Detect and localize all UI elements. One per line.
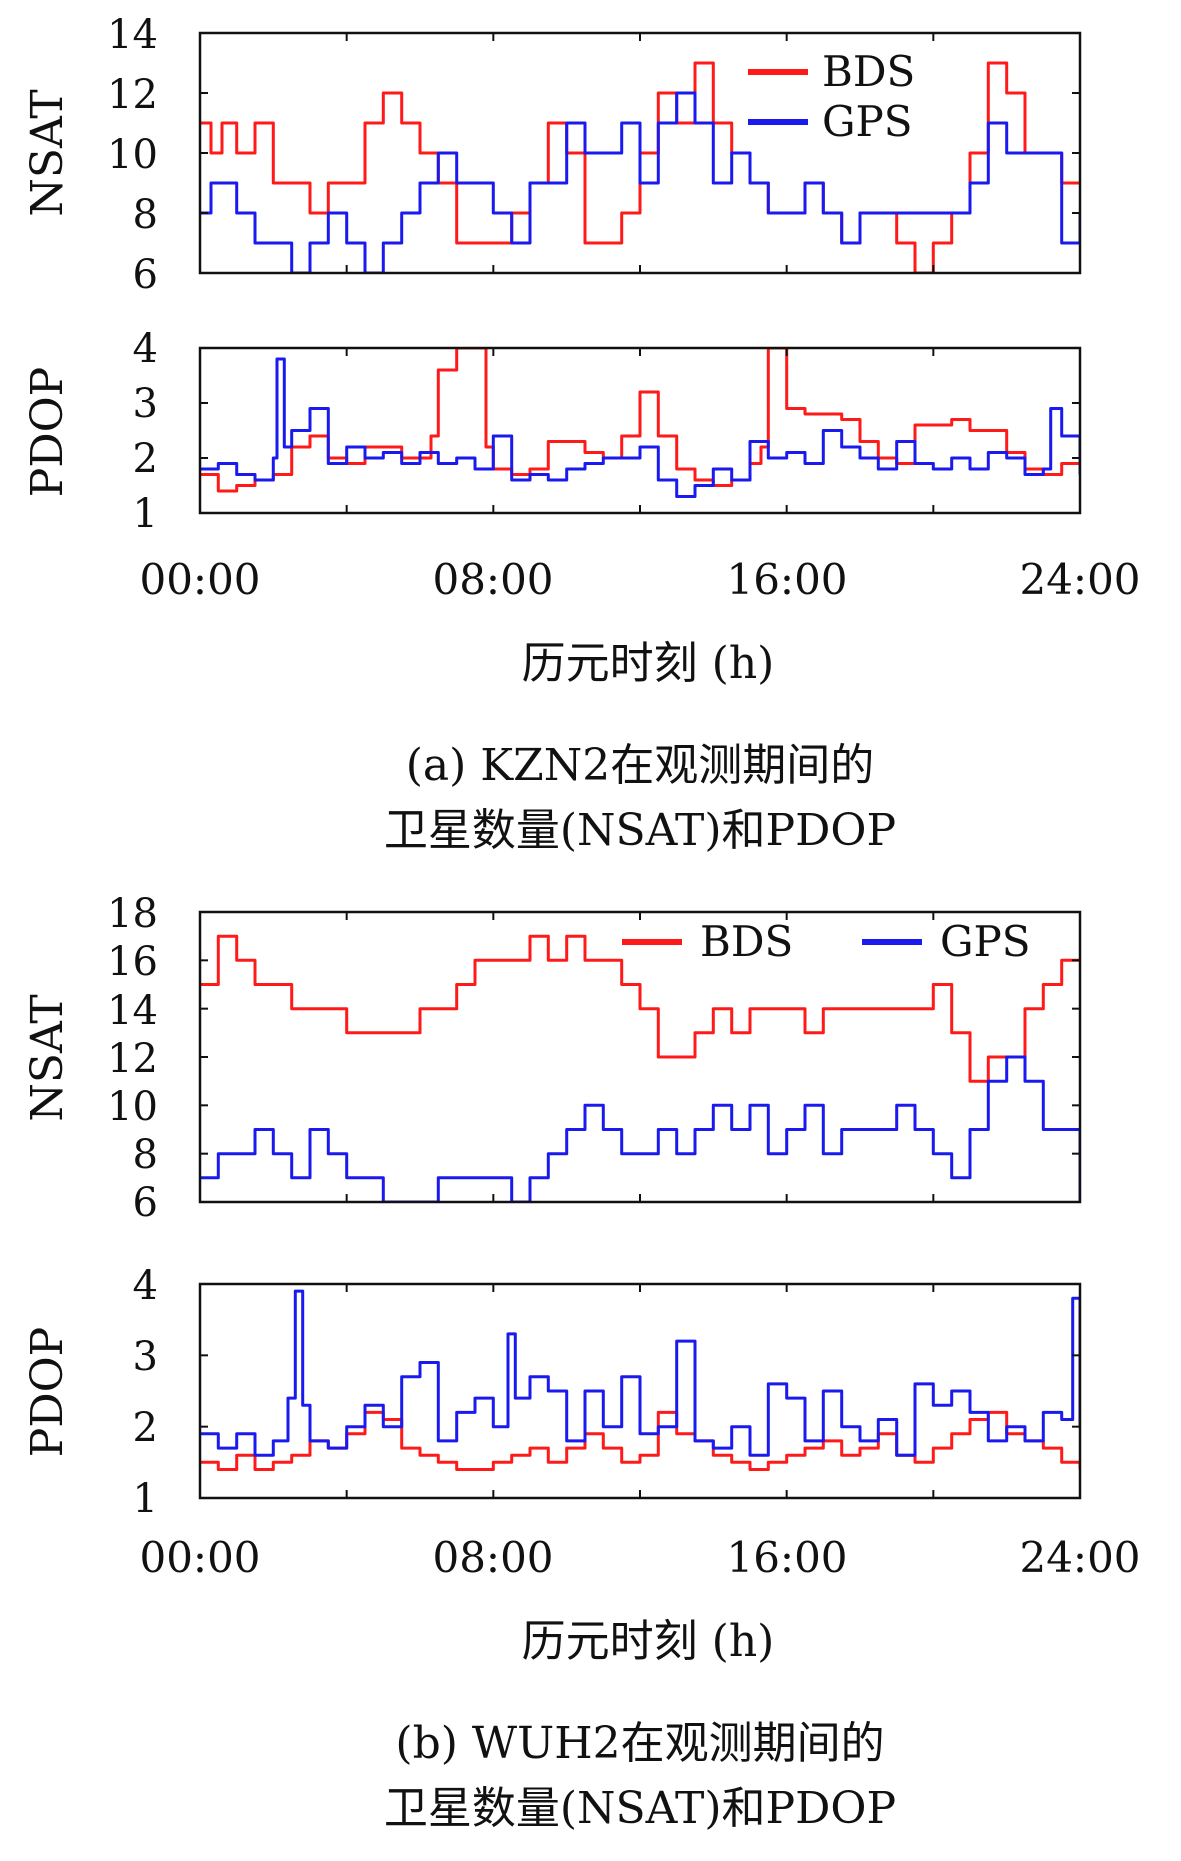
series-line-gps xyxy=(200,1055,1080,1202)
y-tick-label: 10 xyxy=(107,1084,158,1130)
series-line-gps xyxy=(200,91,1080,273)
y-tick-label: 8 xyxy=(133,1132,158,1178)
y-tick-label: 6 xyxy=(133,1180,158,1226)
y-tick-label: 10 xyxy=(107,132,158,178)
caption-line-2: 卫星数量(NSAT)和PDOP xyxy=(384,805,896,856)
y-tick-label: 14 xyxy=(107,12,158,58)
x-tick-label: 24:00 xyxy=(1019,1533,1140,1582)
y-tick-label: 1 xyxy=(133,1476,158,1522)
y-tick-label: 12 xyxy=(107,72,158,118)
panel-b: NSAT 6 8 10 12 14 16 18 BDS GPS PDOP 1 2… xyxy=(22,891,1141,1834)
chart-b-nsat: NSAT 6 8 10 12 14 16 18 BDS GPS xyxy=(22,891,1082,1226)
y-tick-label: 12 xyxy=(107,1036,158,1082)
y-tick-label: 6 xyxy=(133,252,158,298)
y-tick-label: 2 xyxy=(133,1405,158,1451)
series-line-bds xyxy=(200,934,1080,1083)
y-tick-label: 8 xyxy=(133,192,158,238)
x-axis-label: 历元时刻 (h) xyxy=(522,1616,775,1667)
legend: BDS GPS xyxy=(748,47,915,146)
legend: BDS GPS xyxy=(622,917,1031,966)
y-tick-label: 16 xyxy=(107,939,158,985)
y-axis-label: PDOP xyxy=(22,367,73,498)
x-tick-label: 16:00 xyxy=(726,555,847,604)
x-axis-label: 历元时刻 (h) xyxy=(522,638,775,689)
series-line-gps xyxy=(200,357,1080,498)
y-tick-label: 1 xyxy=(133,491,158,537)
legend-label-gps: GPS xyxy=(822,97,913,146)
y-axis-label: PDOP xyxy=(22,1327,73,1458)
y-tick-label: 3 xyxy=(133,1334,158,1380)
y-tick-label: 14 xyxy=(107,988,158,1034)
caption-line-1: (a) KZN2在观测期间的 xyxy=(406,740,875,791)
x-tick-label: 00:00 xyxy=(139,1533,260,1582)
panel-a: NSAT 6 8 10 12 14 BDS GPS PDOP 1 2 3 4 xyxy=(22,12,1141,856)
x-tick-label: 00:00 xyxy=(139,555,260,604)
series-line-gps xyxy=(200,1289,1080,1457)
chart-b-pdop: PDOP 1 2 3 4 xyxy=(22,1263,1082,1522)
caption-line-1: (b) WUH2在观测期间的 xyxy=(395,1718,884,1769)
y-tick-label: 3 xyxy=(133,381,158,427)
x-tick-label: 08:00 xyxy=(432,1533,553,1582)
legend-label-bds: BDS xyxy=(822,47,915,96)
chart-a-nsat: NSAT 6 8 10 12 14 BDS GPS xyxy=(22,12,1082,298)
legend-label-gps: GPS xyxy=(940,917,1031,966)
legend-label-bds: BDS xyxy=(700,917,793,966)
y-tick-label: 4 xyxy=(133,1263,158,1309)
y-axis-label: NSAT xyxy=(22,89,73,216)
x-tick-label: 08:00 xyxy=(432,555,553,604)
x-tick-label: 24:00 xyxy=(1019,555,1140,604)
caption-line-2: 卫星数量(NSAT)和PDOP xyxy=(384,1783,896,1834)
y-tick-label: 4 xyxy=(133,326,158,372)
y-axis-label: NSAT xyxy=(22,994,73,1121)
y-tick-label: 18 xyxy=(107,891,158,937)
x-tick-label: 16:00 xyxy=(726,1533,847,1582)
chart-a-pdop: PDOP 1 2 3 4 xyxy=(22,326,1082,537)
y-tick-label: 2 xyxy=(133,436,158,482)
